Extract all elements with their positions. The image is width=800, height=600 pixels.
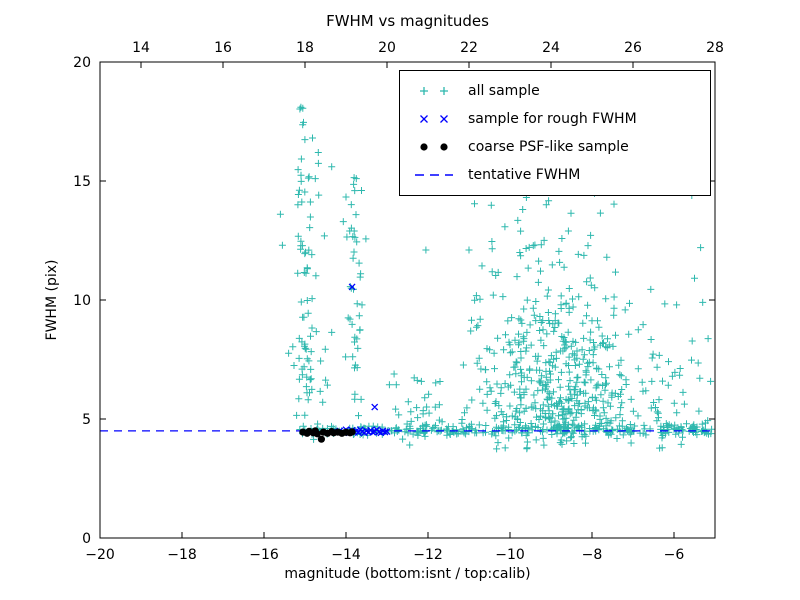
top-x-tick-label: 16 <box>214 40 232 56</box>
legend-item-rough-fwhm: sample for rough FWHM <box>404 105 706 133</box>
legend-item-psf-like: coarse PSF-like sample <box>404 133 706 161</box>
psf-like-sample-point <box>317 435 325 443</box>
dot-marker <box>440 143 448 151</box>
chart-title: FWHM vs magnitudes <box>326 12 489 30</box>
legend-label-all-sample: all sample <box>468 83 540 99</box>
y-tick-label: 0 <box>82 531 91 547</box>
legend-item-tentative-fwhm: tentative FWHM <box>404 161 706 189</box>
dot-markers-icon <box>420 143 448 151</box>
x-tick-label: −20 <box>85 547 115 563</box>
y-tick-label: 15 <box>73 174 91 190</box>
legend-label-rough-fwhm: sample for rough FWHM <box>468 111 637 127</box>
y-tick-label: 20 <box>73 55 91 71</box>
top-x-tick-label: 18 <box>296 40 314 56</box>
y-tick-label: 5 <box>82 412 91 428</box>
psf-like-sample-point <box>348 428 356 436</box>
x-tick-label: −10 <box>495 547 525 563</box>
x-markers-icon <box>420 115 448 123</box>
dashed-line-icon <box>415 174 453 176</box>
legend: all sample sample for rough FWHM coarse … <box>399 70 711 196</box>
y-tick-label: 10 <box>73 293 91 309</box>
x-tick-label: −14 <box>331 547 361 563</box>
top-x-tick-label: 24 <box>542 40 560 56</box>
x-tick-label: −18 <box>167 547 197 563</box>
top-x-tick-label: 28 <box>706 40 724 56</box>
legend-label-tentative-fwhm: tentative FWHM <box>468 167 581 183</box>
x-axis-label: magnitude (bottom:isnt / top:calib) <box>284 566 531 582</box>
plus-markers-icon <box>420 87 448 95</box>
plot-border <box>99 61 716 539</box>
legend-item-all-sample: all sample <box>404 77 706 105</box>
dot-marker <box>420 143 428 151</box>
y-axis-label: FWHM (pix) <box>44 259 60 341</box>
top-x-tick-label: 20 <box>378 40 396 56</box>
x-tick-label: −12 <box>413 547 443 563</box>
legend-label-psf-like: coarse PSF-like sample <box>468 139 629 155</box>
x-tick-label: −8 <box>582 547 603 563</box>
x-tick-label: −6 <box>664 547 685 563</box>
top-x-tick-label: 14 <box>132 40 150 56</box>
psf-like-sample-point <box>313 430 321 438</box>
plus-marker-path <box>420 87 448 95</box>
top-x-tick-label: 22 <box>460 40 478 56</box>
x-marker-path <box>420 115 448 123</box>
x-tick-label: −16 <box>249 547 279 563</box>
top-x-tick-label: 26 <box>624 40 642 56</box>
